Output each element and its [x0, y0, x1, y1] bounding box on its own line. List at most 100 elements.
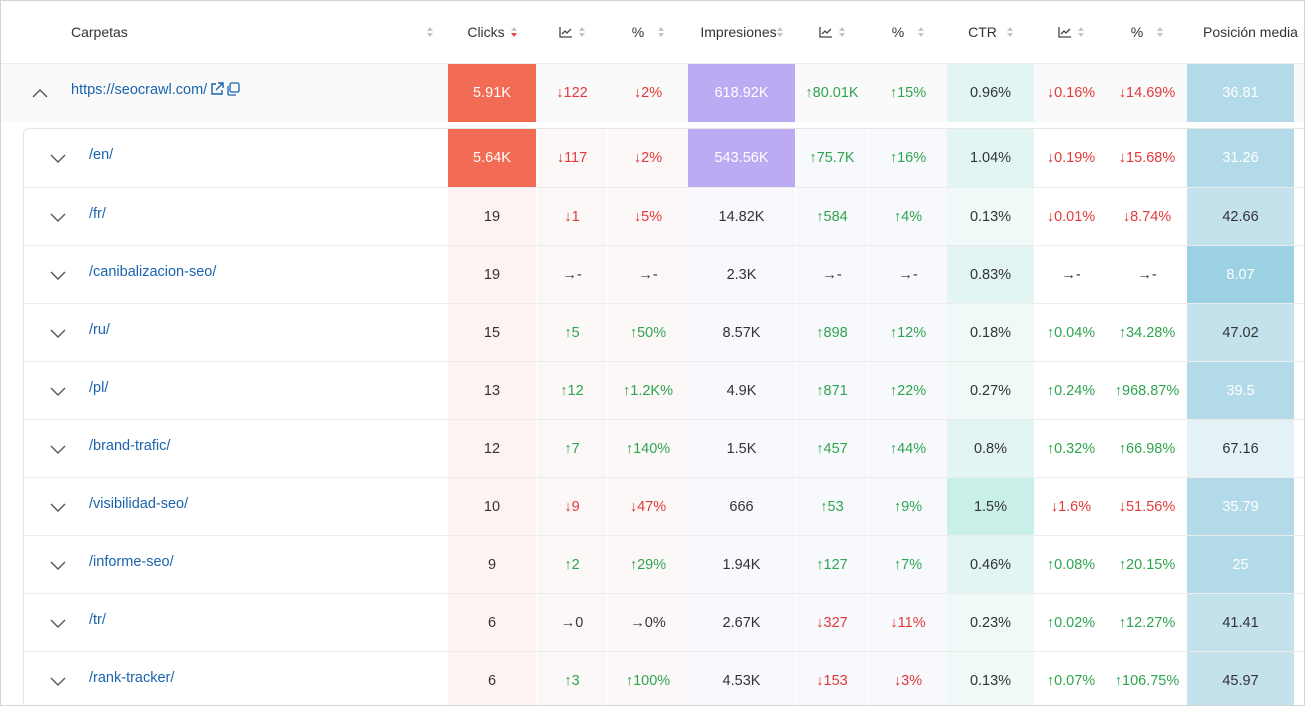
impressions-delta: ↑75.7K	[796, 129, 868, 187]
clicks-value: 9	[448, 536, 536, 594]
folder-link[interactable]: /fr/	[89, 188, 106, 246]
column-header-clicks-trend[interactable]	[537, 1, 607, 63]
ctr-value: 1.5%	[947, 478, 1034, 536]
sort-icon[interactable]	[839, 27, 845, 37]
sort-icon[interactable]	[1157, 27, 1164, 37]
sort-icon[interactable]	[579, 27, 585, 37]
expand-button[interactable]	[43, 652, 73, 705]
folder-link[interactable]: /pl/	[89, 362, 108, 420]
expand-button[interactable]	[43, 129, 73, 187]
column-label-clicks-pct: %	[631, 24, 645, 40]
expand-button[interactable]	[43, 536, 73, 594]
clicks-value: 12	[448, 420, 536, 478]
column-header-clicks-pct[interactable]: %	[608, 1, 688, 63]
table-row[interactable]: /fr/ 19 ↓1 ↓5% 14.82K ↑584 ↑4% 0.13% ↓0.…	[23, 187, 1304, 246]
table-row[interactable]: /pl/ 13 ↑12 ↑1.2K% 4.9K ↑871 ↑22% 0.27% …	[23, 361, 1304, 420]
expand-button[interactable]	[43, 188, 73, 246]
ctr-delta: ↑0.08%	[1046, 557, 1096, 573]
expand-button[interactable]	[43, 362, 73, 420]
impressions-delta: ↑80.01K	[805, 85, 859, 101]
chevron-down-icon	[50, 213, 66, 222]
sort-icon[interactable]	[1006, 27, 1013, 37]
ctr-value: 0.18%	[947, 304, 1034, 362]
position-value: 42.66	[1187, 188, 1294, 246]
column-header-ctr-pct[interactable]: %	[1107, 1, 1187, 63]
position-value: 35.79	[1187, 478, 1294, 536]
ctr-delta: ↓0.16%	[1046, 85, 1096, 101]
folder-link[interactable]: /brand-trafic/	[89, 420, 170, 478]
sort-icon[interactable]	[427, 27, 433, 37]
impressions-delta: ↓327	[796, 594, 868, 652]
folder-label: /brand-trafic/	[89, 438, 171, 454]
clicks-pct: →-	[608, 246, 688, 304]
column-label-impressions: Impresiones	[700, 24, 777, 40]
table-row[interactable]: /en/ 5.64K ↓117 ↓2% 543.56K ↑75.7K ↑16% …	[23, 129, 1304, 187]
table-row-root[interactable]: https://seocrawl.com/ 5.91K ↓122 ↓2% 618…	[1, 63, 1304, 122]
column-header-impressions-trend[interactable]	[796, 1, 868, 63]
table-row[interactable]: /visibilidad-seo/ 10 ↓9 ↓47% 666 ↑53 ↑9%…	[23, 477, 1304, 536]
folder-link[interactable]: /en/	[89, 129, 113, 187]
ctr-pct: ↓15.68%	[1118, 150, 1176, 166]
column-header-clicks[interactable]: Clicks	[448, 1, 536, 63]
external-link-icon[interactable]	[210, 82, 224, 96]
table-row[interactable]: /rank-tracker/ 6 ↑3 ↑100% 4.53K ↓153 ↓3%…	[23, 651, 1304, 705]
folder-link[interactable]: /tr/	[89, 594, 106, 652]
column-header-impressions[interactable]: Impresiones	[688, 1, 795, 63]
impressions-value: 8.57K	[688, 304, 795, 362]
column-label-ctr: CTR	[968, 24, 997, 40]
collapse-button[interactable]	[25, 64, 55, 122]
ctr-pct: ↑968.87%	[1114, 383, 1180, 399]
column-header-ctr-trend[interactable]	[1035, 1, 1107, 63]
clicks-value: 19	[448, 246, 536, 304]
ctr-pct: ↑12.27%	[1118, 615, 1176, 631]
sort-icon[interactable]	[918, 27, 925, 37]
expand-button[interactable]	[43, 478, 73, 536]
sort-icon[interactable]	[776, 27, 783, 37]
clicks-pct: ↓2%	[608, 129, 688, 187]
folder-link[interactable]: /canibalizacion-seo/	[89, 246, 216, 304]
folder-link[interactable]: /rank-tracker/	[89, 652, 175, 705]
table-row[interactable]: /informe-seo/ 9 ↑2 ↑29% 1.94K ↑127 ↑7% 0…	[23, 535, 1304, 594]
folder-link[interactable]: /visibilidad-seo/	[89, 478, 188, 536]
sort-icon[interactable]	[658, 27, 665, 37]
column-header-position[interactable]: Posición media	[1203, 1, 1304, 63]
expand-button[interactable]	[43, 246, 73, 304]
ctr-value: 0.13%	[947, 652, 1034, 705]
folder-link[interactable]: /ru/	[89, 304, 110, 362]
clicks-value: 15	[448, 304, 536, 362]
sort-icon[interactable]	[1078, 27, 1084, 37]
expand-button[interactable]	[43, 420, 73, 478]
table-row[interactable]: /tr/ 6 →0 →0% 2.67K ↓327 ↓11% 0.23% ↑0.0…	[23, 593, 1304, 652]
impressions-delta: ↑871	[796, 362, 868, 420]
sort-active-icon[interactable]	[510, 27, 517, 37]
clicks-delta: ↓117	[537, 129, 607, 187]
position-value: 8.07	[1187, 246, 1294, 304]
root-folder-link[interactable]: https://seocrawl.com/	[71, 64, 240, 122]
copy-icon[interactable]	[226, 82, 240, 96]
impressions-value: 2.3K	[688, 246, 795, 304]
column-label-clicks: Clicks	[467, 24, 505, 40]
table-row[interactable]: /brand-trafic/ 12 ↑7 ↑140% 1.5K ↑457 ↑44…	[23, 419, 1304, 478]
clicks-pct: ↑29%	[608, 536, 688, 594]
ctr-delta: ↓0.01%	[1046, 209, 1096, 225]
column-header-ctr[interactable]: CTR	[947, 1, 1034, 63]
expand-button[interactable]	[43, 594, 73, 652]
clicks-pct: ↑1.2K%	[608, 362, 688, 420]
folder-label: /tr/	[89, 612, 106, 628]
ctr-value: 0.96%	[947, 64, 1034, 122]
expand-button[interactable]	[43, 304, 73, 362]
ctr-delta: ↑0.32%	[1046, 441, 1096, 457]
table-row[interactable]: /canibalizacion-seo/ 19 →- →- 2.3K →- →-…	[23, 245, 1304, 304]
ctr-pct: ↑20.15%	[1118, 557, 1176, 573]
table-row[interactable]: /ru/ 15 ↑5 ↑50% 8.57K ↑898 ↑12% 0.18% ↑0…	[23, 303, 1304, 362]
folder-link[interactable]: /informe-seo/	[89, 536, 174, 594]
impressions-value: 2.67K	[688, 594, 795, 652]
column-label-position: Posición media	[1203, 24, 1298, 40]
clicks-delta: ↓9	[537, 478, 607, 536]
folder-label: /rank-tracker/	[89, 670, 175, 686]
chevron-down-icon	[50, 561, 66, 570]
column-header-folders[interactable]: Carpetas	[71, 1, 433, 63]
chevron-down-icon	[50, 387, 66, 396]
column-header-impressions-pct[interactable]: %	[869, 1, 947, 63]
impressions-delta: ↑584	[796, 188, 868, 246]
